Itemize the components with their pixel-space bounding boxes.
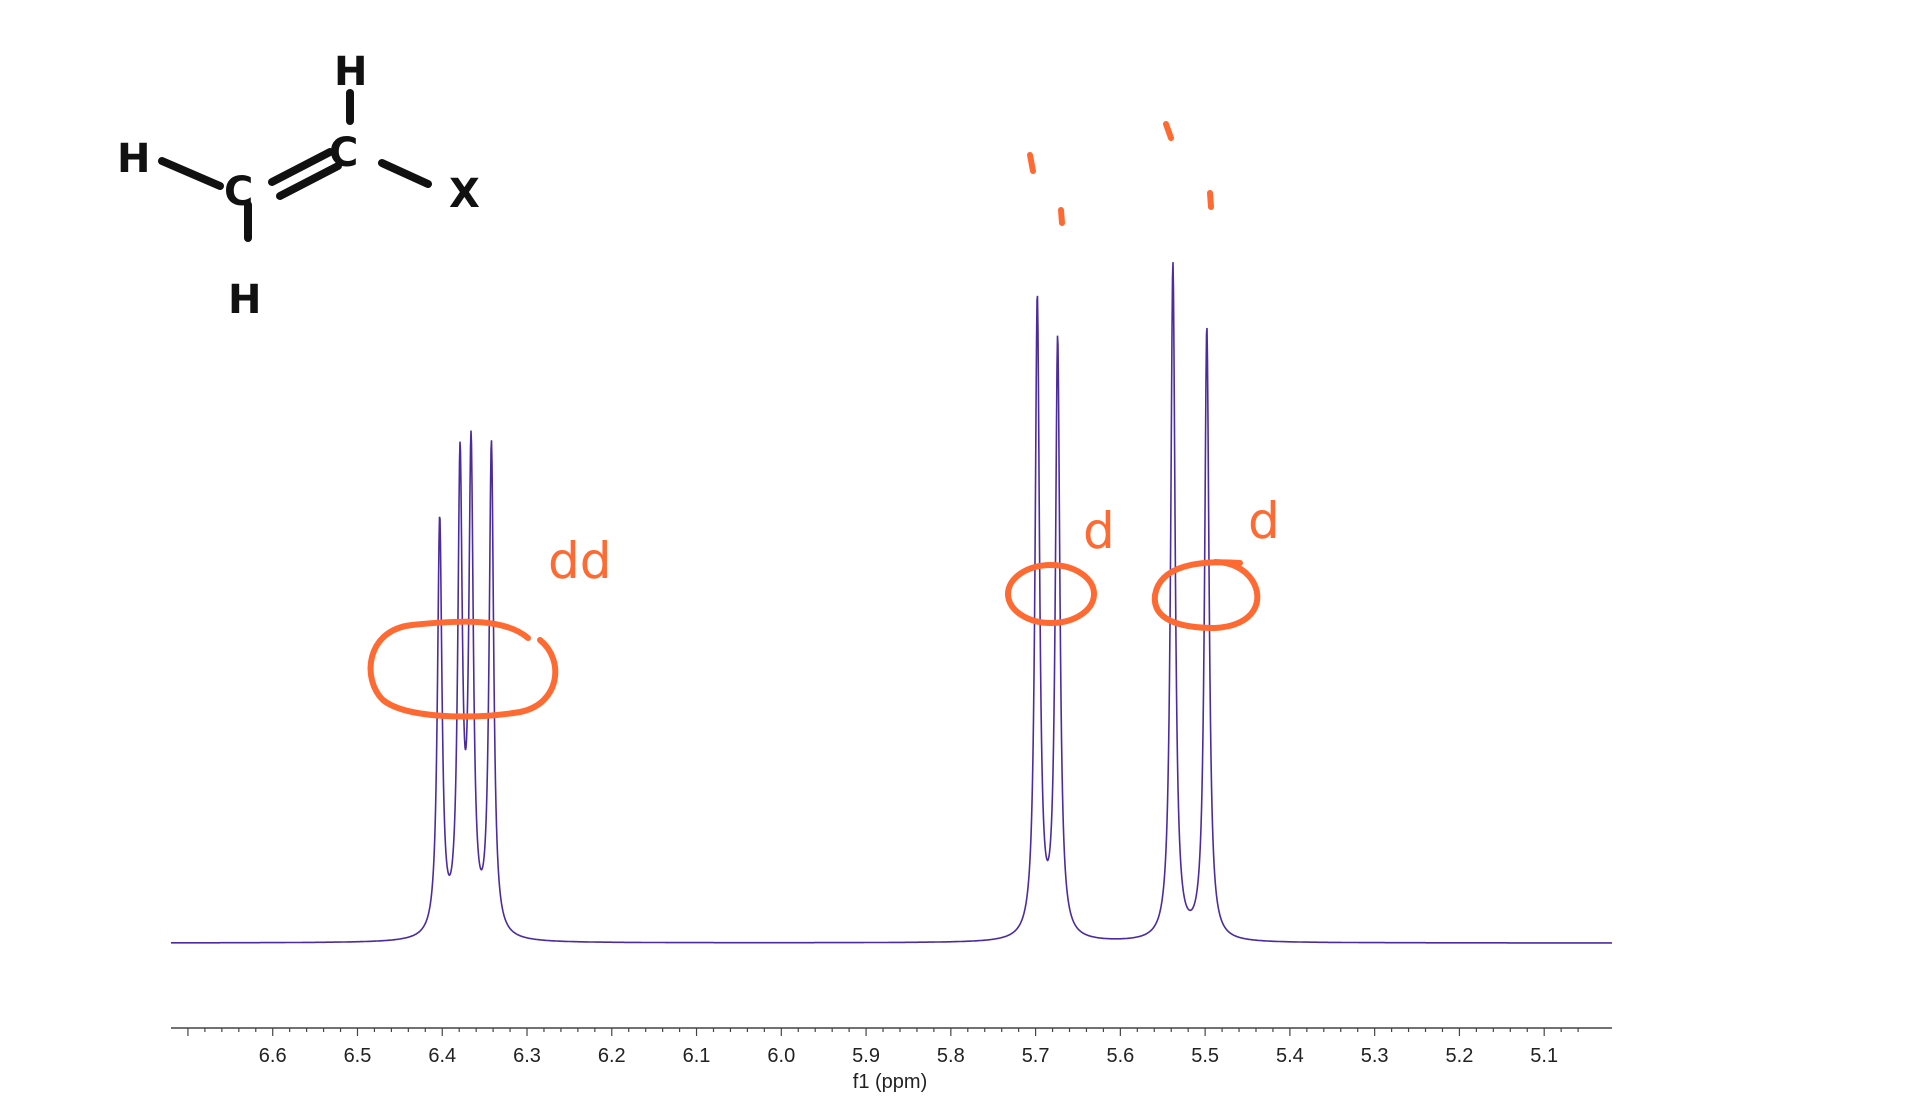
x-tick-label: 6.6 <box>259 1045 287 1067</box>
double-bond-line-1 <box>268 148 334 186</box>
x-tick-label: 5.9 <box>852 1045 880 1067</box>
x-tick-label: 5.7 <box>1022 1045 1050 1067</box>
x-tick-label: 6.0 <box>767 1045 795 1067</box>
tick-mark-4 <box>1207 190 1214 210</box>
atom-c-right: C <box>329 130 358 176</box>
bond-h-c <box>158 157 224 190</box>
x-tick-label: 6.2 <box>598 1045 626 1067</box>
x-axis: 6.6 6.5 6.4 6.3 6.2 6.1 6.0 5.9 5.8 5.7 5.6 5.5 5.4 5… <box>171 1027 1612 1093</box>
annotation-dd: dd <box>548 532 611 590</box>
x-axis-title: f1 (ppm) <box>853 1071 927 1093</box>
atom-h-top: H <box>334 49 367 95</box>
double-bond-line-2 <box>276 162 342 200</box>
annotation-d-first: d <box>1083 502 1115 560</box>
x-tick-label: 6.3 <box>513 1045 541 1067</box>
annotation-d-second: d <box>1248 492 1280 550</box>
x-tick-label: 6.4 <box>428 1045 456 1067</box>
atom-x: X <box>449 171 480 217</box>
spectrum-trace <box>171 262 1612 944</box>
x-tick-label: 5.4 <box>1276 1045 1304 1067</box>
annotations <box>367 121 1261 720</box>
tick-mark-2 <box>1058 207 1065 226</box>
tick-mark-1 <box>1027 152 1036 174</box>
x-tick-label: 5.5 <box>1191 1045 1219 1067</box>
x-tick-label: 5.1 <box>1530 1045 1558 1067</box>
x-axis-tick-labels: 6.6 6.5 6.4 6.3 6.2 6.1 6.0 5.9 5.8 5.7 5.6 5.5 5.4 5… <box>259 1045 1558 1067</box>
x-tick-label: 5.6 <box>1106 1045 1134 1067</box>
atom-h-left: H <box>117 136 150 182</box>
x-tick-label: 6.5 <box>344 1045 372 1067</box>
tick-mark-3 <box>1163 121 1174 141</box>
multiplet-circle-d2 <box>1151 559 1261 632</box>
atom-h-bottom: H <box>228 277 261 323</box>
x-tick-label: 5.8 <box>937 1045 965 1067</box>
x-tick-label: 5.2 <box>1446 1045 1474 1067</box>
bond-c-x <box>378 159 432 188</box>
x-axis-ticks <box>187 1028 1579 1036</box>
vinyl-structure: H C C H X H <box>117 49 480 323</box>
atom-c-left: C <box>224 169 253 215</box>
multiplet-circle-d1 <box>1005 562 1097 626</box>
x-tick-label: 5.3 <box>1361 1045 1389 1067</box>
structure-bonds <box>158 89 432 242</box>
x-tick-label: 6.1 <box>683 1045 711 1067</box>
multiplet-circle-dd <box>367 618 559 720</box>
